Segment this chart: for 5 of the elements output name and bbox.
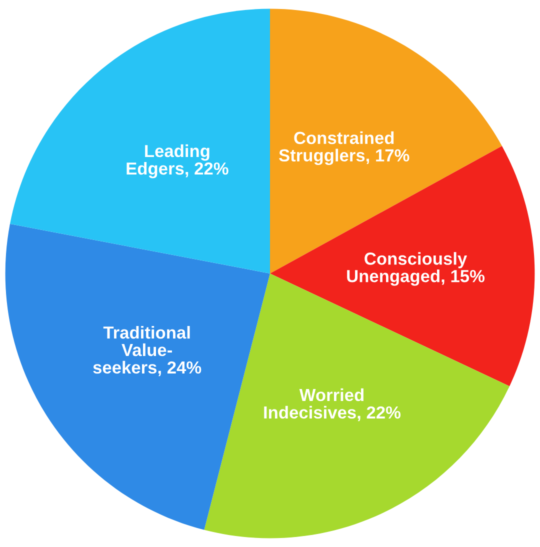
slice-label: Worried Indecisives, 22% (264, 388, 401, 422)
slice-label: Leading Edgers, 22% (126, 144, 228, 178)
slice-label: Constrained Strugglers, 17% (279, 131, 410, 166)
slice-label: Consciously Unengaged, 15% (347, 252, 485, 286)
slice-label: Traditional Value- seekers, 24% (93, 326, 202, 376)
